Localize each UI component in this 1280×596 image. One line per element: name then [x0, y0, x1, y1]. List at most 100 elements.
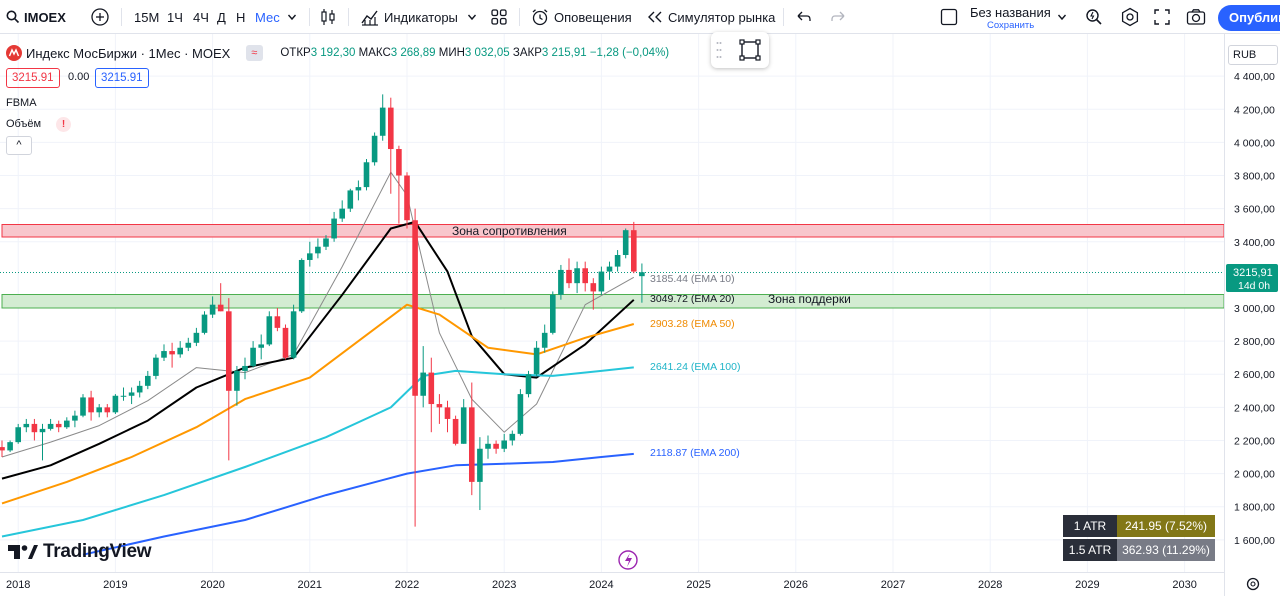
candle — [525, 370, 532, 398]
tradingview-logo[interactable]: TradingView — [8, 541, 152, 563]
support-zone[interactable] — [1, 294, 1225, 309]
collapse-legend-button[interactable]: ^ — [6, 136, 32, 155]
drag-handle-icon[interactable] — [716, 40, 722, 60]
open-value: 3 192,30 — [310, 47, 356, 59]
layout-name: Без названия — [970, 5, 1051, 20]
ema10-label: 3185.44 (EMA 10) — [650, 273, 735, 285]
symbol-title[interactable]: Индекс МосБиржи · 1Мес · MOEX — [26, 45, 231, 61]
candle-body — [169, 351, 175, 355]
toolbar-divider — [519, 8, 520, 26]
status-badge[interactable]: ≈ — [246, 45, 264, 61]
main-series-legend: Индекс МосБиржи · 1Мес · MOEX ≈ ОТКР3 19… — [6, 44, 669, 62]
replay-button[interactable]: Симулятор рынка — [647, 0, 775, 34]
last-price-tag: 3215,91 14d 0h — [1226, 264, 1278, 292]
publish-button[interactable]: Опублико — [1218, 5, 1280, 31]
ema20-label: 3049.72 (EMA 20) — [650, 293, 735, 305]
candle — [234, 365, 240, 406]
replay-label: Симулятор рынка — [668, 9, 776, 25]
candle-body — [566, 269, 572, 284]
chart-canvas[interactable]: Зона сопротивления Зона поддерки 3185.44… — [0, 34, 1280, 596]
candle-body — [469, 407, 475, 482]
buy-price-box[interactable]: 3215.91 — [95, 68, 149, 88]
interval-day[interactable]: Д — [217, 9, 226, 25]
candle — [298, 258, 305, 313]
candle — [363, 158, 370, 191]
candle — [39, 423, 46, 461]
rectangle-tool-icon[interactable] — [739, 39, 761, 61]
study-volume-label[interactable]: Объём — [6, 118, 42, 130]
time-axis[interactable]: 2018 2019 2020 2021 2022 2023 2024 2025 2026 2027… — [6, 579, 1197, 591]
fullscreen-button[interactable] — [1153, 0, 1171, 34]
quick-search-icon — [1086, 9, 1102, 25]
indicators-dropdown[interactable] — [467, 0, 477, 34]
redo-button[interactable] — [830, 0, 846, 34]
time-tick-label: 2022 — [395, 579, 419, 591]
settings-button[interactable] — [1120, 0, 1140, 34]
chart-type-button[interactable] — [320, 0, 336, 34]
layout-checkbox[interactable] — [940, 0, 958, 34]
candle — [290, 304, 297, 360]
indicators-button[interactable]: Индикаторы — [361, 0, 458, 34]
candle-body — [258, 344, 264, 348]
candle — [307, 241, 313, 267]
resistance-zone[interactable] — [1, 224, 1225, 238]
atr-row-2-label: 1.5 ATR — [1063, 539, 1117, 561]
candle-body — [363, 162, 370, 188]
indicators-icon — [361, 10, 378, 26]
snapshot-button[interactable] — [1186, 0, 1206, 34]
candle-body — [371, 135, 378, 163]
interval-4h[interactable]: 4Ч — [193, 9, 209, 25]
compare-add-button[interactable] — [90, 0, 110, 34]
price-tick-label: 2 200,00 — [1234, 435, 1275, 447]
camera-icon — [1186, 9, 1206, 25]
candle-body — [177, 347, 183, 355]
warning-icon[interactable]: ! — [56, 117, 71, 132]
candle — [371, 132, 378, 166]
candle-body — [444, 407, 451, 419]
candle — [315, 238, 321, 259]
lightning-icon[interactable] — [618, 550, 638, 570]
interval-15m[interactable]: 15М — [134, 9, 160, 25]
interval-1h[interactable]: 1Ч — [167, 9, 183, 25]
candle — [493, 440, 499, 454]
price-axis[interactable]: 4 400,00 4 200,00 4 000,00 3 800,00 3 600,00… — [1234, 71, 1275, 547]
candle — [574, 261, 580, 294]
chevron-down-icon — [287, 14, 297, 21]
interval-week[interactable]: Н — [236, 9, 246, 25]
candle-body — [201, 314, 208, 333]
candle-body — [420, 372, 426, 396]
candle — [177, 341, 183, 358]
candle — [185, 337, 192, 352]
search-icon — [6, 10, 20, 24]
gear-icon-center — [1250, 581, 1256, 587]
candle — [631, 221, 637, 274]
alarm-clock-icon — [532, 9, 548, 26]
undo-button[interactable] — [796, 0, 812, 34]
sell-price-box[interactable]: 3215.91 — [6, 68, 60, 88]
interval-dropdown[interactable] — [287, 0, 297, 34]
open-label: ОТКР — [280, 47, 311, 59]
candles[interactable] — [0, 94, 645, 527]
quick-search-button[interactable] — [1085, 0, 1103, 34]
time-tick-label: 2023 — [492, 579, 516, 591]
interval-month-active[interactable]: Мес — [255, 9, 280, 25]
layout-name-button[interactable]: Без названия Сохранить — [970, 5, 1051, 31]
currency-selector[interactable]: RUB — [1228, 45, 1278, 65]
symbol-name: IMOEX — [24, 9, 66, 25]
candle-body — [558, 269, 564, 295]
candle — [404, 172, 410, 229]
candle — [7, 440, 13, 453]
candle-body — [631, 230, 637, 272]
candle-body — [104, 407, 111, 413]
layout-dropdown[interactable] — [1057, 0, 1067, 34]
time-axis-settings-button[interactable] — [1246, 577, 1260, 591]
templates-button[interactable] — [490, 0, 508, 34]
candle-body — [185, 342, 192, 348]
candle — [104, 404, 111, 418]
alerts-button[interactable]: Оповещения — [531, 0, 632, 34]
symbol-search[interactable]: IMOEX — [6, 0, 66, 34]
candle-body — [0, 447, 5, 451]
moex-logo-icon — [6, 45, 22, 61]
study-fbma-label[interactable]: FBMA — [6, 97, 37, 109]
time-tick-label: 2026 — [784, 579, 808, 591]
